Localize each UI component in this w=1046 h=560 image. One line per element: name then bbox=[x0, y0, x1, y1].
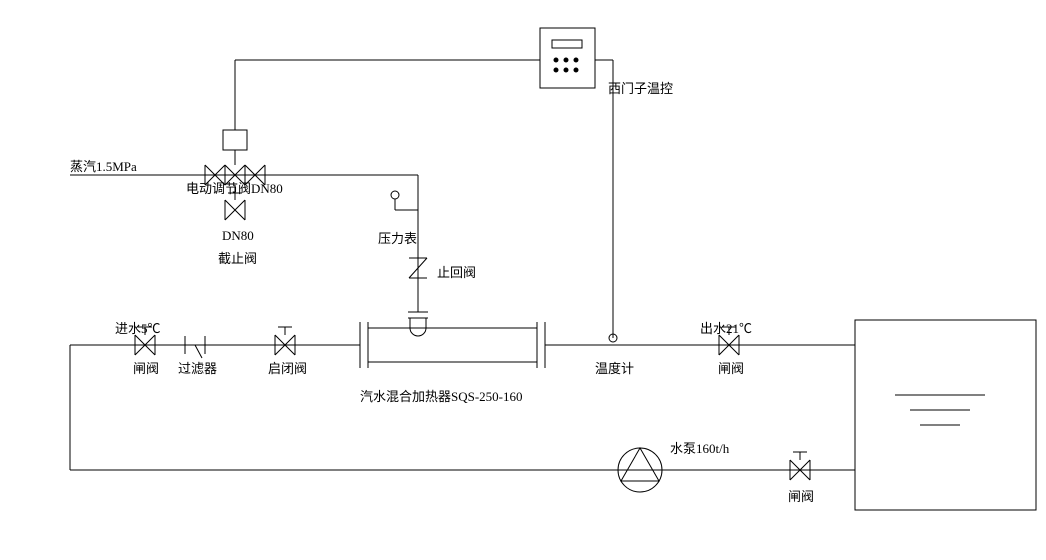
label-check-valve: 止回阀 bbox=[437, 262, 476, 281]
label-pump: 水泵160t/h bbox=[670, 438, 729, 457]
label-pressure-gauge: 压力表 bbox=[378, 228, 417, 247]
label-control-valve: 电动调节阀DN80 bbox=[186, 178, 283, 197]
label-water-in: 进水5℃ bbox=[115, 318, 161, 337]
label-strainer: 过滤器 bbox=[178, 358, 217, 377]
label-start-valve: 启闭阀 bbox=[268, 358, 307, 377]
label-water-out: 出水21℃ bbox=[700, 318, 752, 337]
label-controller: 西门子温控 bbox=[608, 78, 673, 97]
label-gate-valve-1: 闸阀 bbox=[133, 358, 159, 377]
label-cutoff-dn: DN80 bbox=[222, 228, 254, 244]
label-cutoff-valve: 截止阀 bbox=[218, 248, 257, 267]
label-gate-valve-3: 闸阀 bbox=[788, 486, 814, 505]
label-gate-valve-2: 闸阀 bbox=[718, 358, 744, 377]
label-mixer: 汽水混合加热器SQS-250-160 bbox=[360, 386, 523, 405]
label-steam-in: 蒸汽1.5MPa bbox=[70, 156, 137, 175]
label-thermometer: 温度计 bbox=[595, 358, 634, 377]
